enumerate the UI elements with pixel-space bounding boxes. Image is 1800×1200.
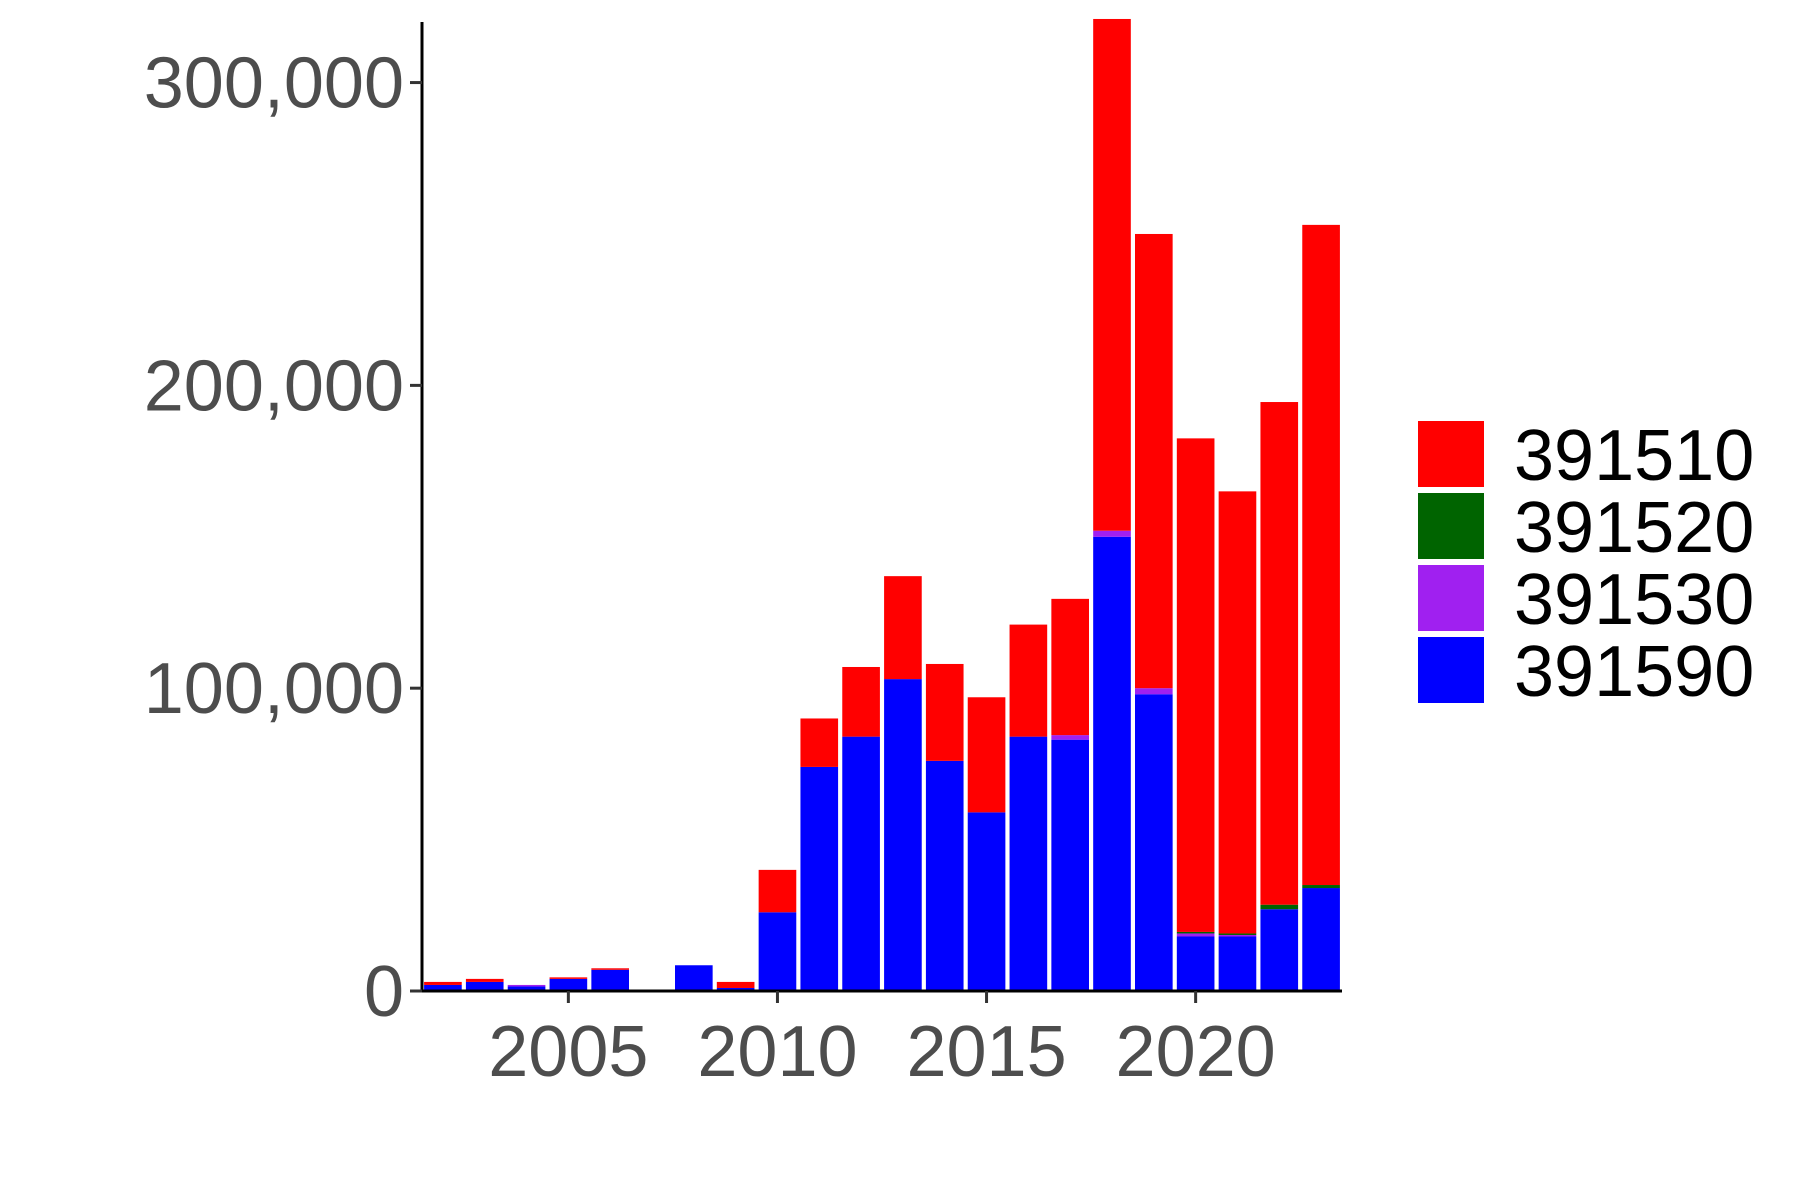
bar-391530-2020 [1176,933,1215,937]
axes-layer: 0 100,000 200,000 300,000 2005 2010 2015 2020 [144,22,1342,1092]
bar-391510-2012 [842,666,880,737]
bar-391590-2009 [716,987,755,991]
bar-391590-2010 [758,912,797,991]
legend-key-391520 [1418,493,1484,559]
y-tick-label: 200,000 [144,346,404,426]
bar-391590-2015 [967,812,1006,991]
bar-391510-2006 [591,968,629,970]
bar-391510-2015 [967,697,1006,813]
bar-391590-2019 [1135,694,1173,991]
bar-391590-2014 [925,760,964,991]
bar-391590-2006 [591,969,629,991]
bar-391590-2022 [1260,909,1299,991]
bar-391590-2003 [465,981,504,991]
bar-391520-2023 [1302,885,1340,889]
bar-391590-2011 [800,766,839,991]
bar-391510-2011 [800,718,839,767]
bar-391530-2019 [1135,688,1173,695]
legend-label-391590: 391590 [1514,632,1754,712]
bar-391590-2021 [1218,936,1257,991]
bar-391590-2018 [1093,536,1131,991]
y-tick-label: 100,000 [144,649,404,729]
legend-key-391510 [1418,421,1484,487]
bar-391510-2014 [925,663,964,761]
bar-391510-2010 [758,869,797,913]
bar-391590-2017 [1051,739,1089,991]
bar-391510-2013 [884,576,922,680]
bar-391590-2012 [842,736,880,991]
bar-391510-2017 [1051,598,1089,736]
y-tick-label: 0 [364,952,404,1032]
bar-391590-2005 [549,978,588,991]
bar-391530-2018 [1093,530,1131,537]
bar-391510-2020 [1176,438,1215,932]
bar-391510-2002 [424,981,462,985]
bar-391590-2013 [884,679,922,991]
bar-391510-2003 [465,978,504,982]
legend-label-391510: 391510 [1514,416,1754,496]
bar-391590-2008 [675,965,713,991]
bar-391510-2022 [1260,402,1299,905]
bar-391530-2021 [1218,934,1257,937]
bar-391510-2005 [549,977,588,979]
bar-391530-2004 [507,984,546,987]
bar-391530-2017 [1051,735,1089,740]
bars-layer [424,18,1340,991]
bar-391510-2019 [1135,233,1173,689]
bar-391590-2016 [1009,736,1048,991]
bar-391590-2020 [1176,936,1215,991]
x-tick-label: 2015 [906,1012,1066,1092]
y-tick-label: 300,000 [144,44,404,124]
bar-391510-2021 [1218,491,1257,934]
legend-key-391590 [1418,637,1484,703]
bar-391590-2023 [1302,888,1340,991]
bar-391590-2002 [424,984,462,991]
bar-391510-2018 [1093,18,1131,531]
x-tick-label: 2010 [697,1012,857,1092]
bar-391590-2004 [507,986,546,991]
x-tick-label: 2020 [1116,1012,1276,1092]
bar-391510-2023 [1302,224,1340,886]
bar-391520-2021 [1218,933,1257,935]
bar-391510-2009 [716,981,755,988]
x-tick-label: 2005 [488,1012,648,1092]
legend-key-391530 [1418,565,1484,631]
bar-391510-2016 [1009,624,1048,737]
bar-391520-2020 [1176,931,1215,934]
legend-label-391520: 391520 [1514,488,1754,568]
legend-label-391530: 391530 [1514,560,1754,640]
bar-391520-2022 [1260,904,1299,910]
